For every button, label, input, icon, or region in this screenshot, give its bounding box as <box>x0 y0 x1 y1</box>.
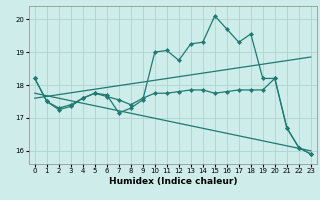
X-axis label: Humidex (Indice chaleur): Humidex (Indice chaleur) <box>108 177 237 186</box>
